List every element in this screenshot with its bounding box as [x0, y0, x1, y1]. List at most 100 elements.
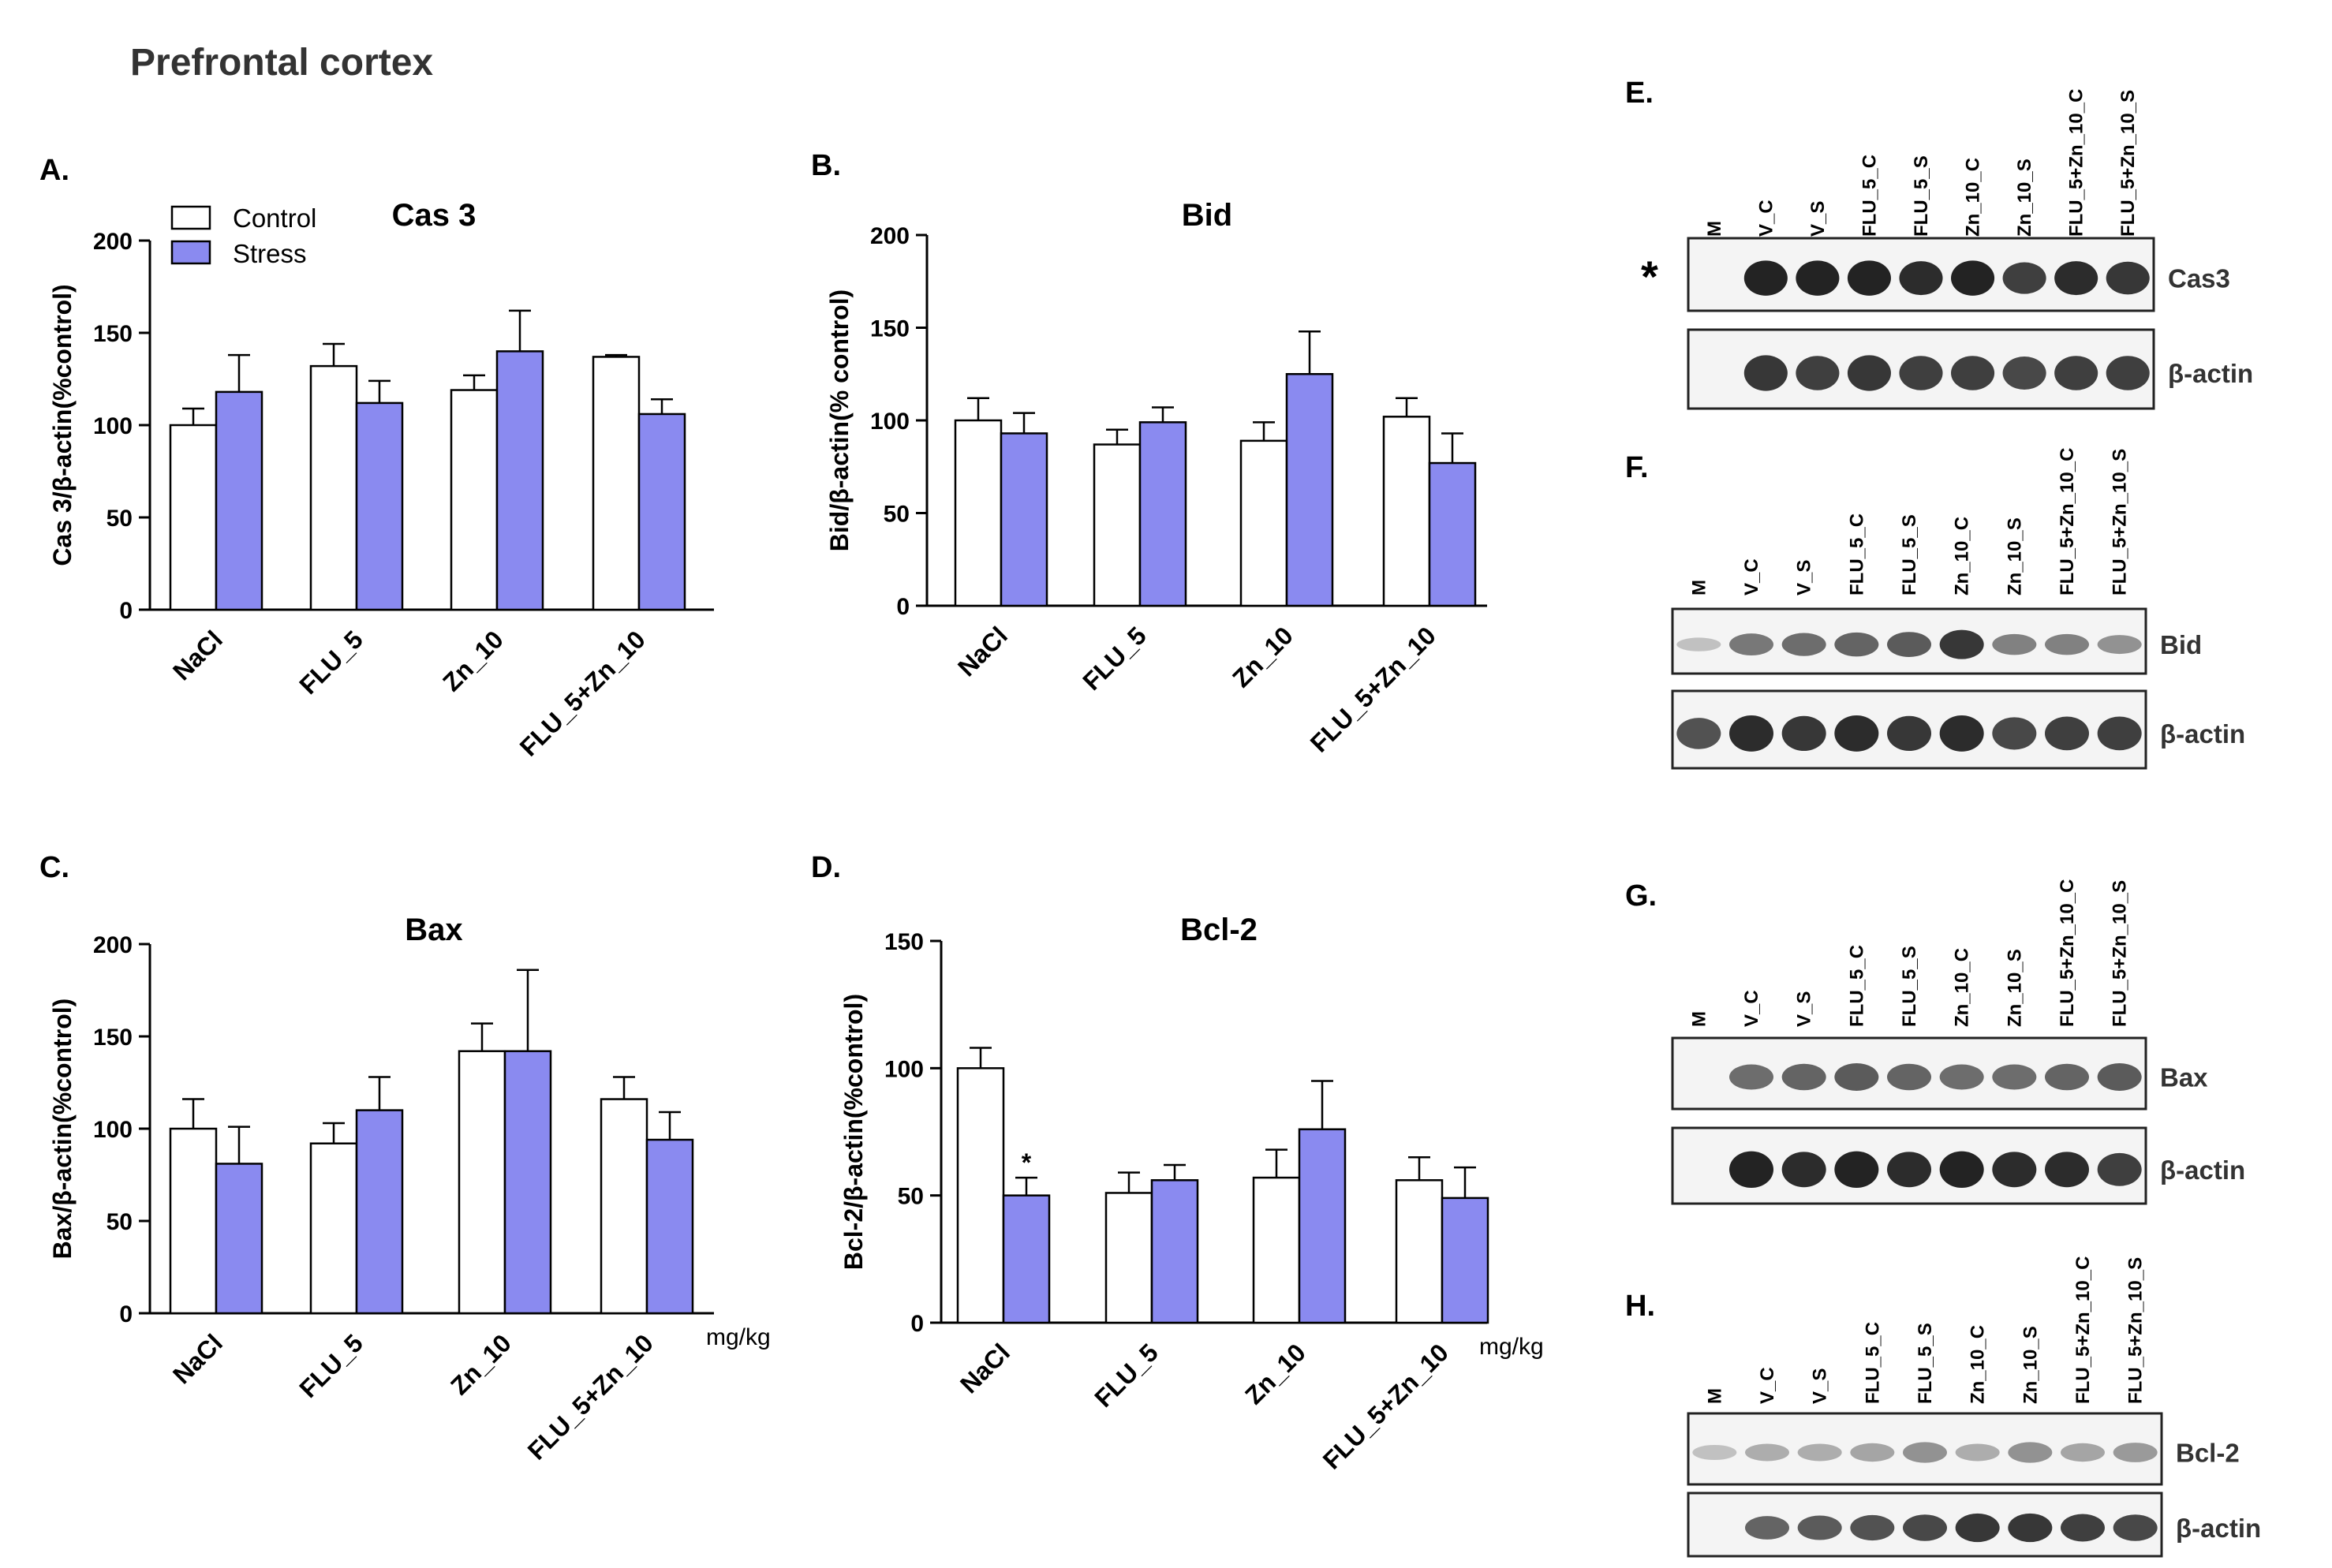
- blot-band-flu-5-zn-10-s: [2113, 1514, 2158, 1541]
- blot-strip-actin: β-actin: [1671, 1126, 2245, 1205]
- lane-label: FLU_5+Zn_10_S: [2110, 880, 2131, 1027]
- x-tick-label: NaCl: [952, 621, 1013, 681]
- x-tick-label: Zn_10: [437, 625, 509, 696]
- blot-band-zn-10-c: [1955, 1443, 2000, 1462]
- blot-panel-e: E. M V_C V_S FLU_5_C FLU_5_S Zn_10_C Zn_10_S FLU…: [1625, 77, 2253, 410]
- lane-label: M: [1704, 1388, 1725, 1404]
- unit-label: mg/kg: [1479, 1334, 1544, 1360]
- lane-label: FLU_5+Zn_10_C: [2066, 89, 2087, 237]
- blot-band-flu-5-c: [1834, 632, 1879, 657]
- bar-control-nacl: [956, 1067, 1005, 1324]
- chart-title: Bid: [1182, 198, 1232, 233]
- blot-band-flu-5-zn-10-c: [2054, 261, 2098, 296]
- blot-band-flu-5-s: [1887, 715, 1931, 752]
- figure-title: Prefrontal cortex: [130, 42, 433, 84]
- blot-band-flu-5-zn-10-c: [2061, 1514, 2105, 1542]
- blot-strip-actin: β-actin: [1671, 689, 2245, 770]
- blot-band-flu-5-zn-10-c: [2045, 633, 2089, 655]
- blot-label: Cas3: [2168, 264, 2230, 293]
- blot-strip-bax: Bax: [1671, 1036, 2208, 1111]
- blot-band-flu-5-s: [1899, 356, 1943, 390]
- y-tick-label: 50: [107, 506, 133, 532]
- bar-stress-nacl: [1002, 1194, 1051, 1324]
- lane-label: FLU_5_S: [1899, 946, 1920, 1027]
- lane-label: FLU_5_C: [1846, 945, 1867, 1027]
- blot-band-v-c: [1729, 1151, 1773, 1189]
- blot-band-v-s: [1781, 715, 1826, 752]
- x-tick-label: Zn_10: [1239, 1338, 1311, 1409]
- panel-label: C.: [39, 851, 69, 884]
- panel-label: E.: [1625, 77, 1654, 110]
- blot-band-flu-5-s: [1899, 261, 1943, 296]
- bar-stress-zn-10: [1285, 373, 1334, 607]
- blot-band-m: [1676, 637, 1721, 651]
- blot-band-flu-5-zn-10-s: [2097, 1063, 2142, 1091]
- panel-label: H.: [1625, 1290, 1655, 1323]
- lane-label: Zn_10_C: [1968, 1325, 1989, 1404]
- y-tick-label: 0: [910, 1311, 924, 1337]
- blot-band-flu-5-s: [1887, 1152, 1931, 1188]
- bar-control-nacl: [169, 424, 218, 611]
- blot-band-flu-5-s: [1903, 1514, 1947, 1541]
- blot-band-flu-5-c: [1847, 260, 1891, 296]
- blot-band-flu-5-zn-10-s: [2097, 635, 2142, 655]
- lane-label: Zn_10_S: [2014, 159, 2035, 237]
- blot-band-flu-5-zn-10-s: [2097, 1152, 2142, 1186]
- blot-band-zn-10-c: [1939, 629, 1984, 659]
- blot-band-flu-5-c: [1847, 355, 1891, 391]
- bar-control-nacl: [954, 419, 1003, 607]
- x-tick-label: NaCl: [167, 625, 228, 685]
- y-axis-label: Bcl-2/β-actin(%control): [839, 994, 868, 1270]
- y-tick-label: 50: [898, 1184, 924, 1210]
- blot-band-flu-5-s: [1887, 632, 1931, 658]
- bar-control-flu-5-zn-10: [600, 1098, 648, 1315]
- blot-label: Bid: [2160, 630, 2202, 659]
- y-axis-label: Bax/β-actin(%control): [48, 999, 77, 1260]
- blot-panel-f: F. M V_C V_S FLU_5_C FLU_5_S Zn_10_C Zn_10_S FLU…: [1625, 448, 2245, 770]
- bar-stress-flu-5-zn-10: [645, 1138, 694, 1315]
- x-tick-label: NaCl: [167, 1328, 228, 1389]
- blot-panel-g: G. M V_C V_S FLU_5_C FLU_5_S Zn_10_C Zn_10_S FLU…: [1625, 879, 2245, 1205]
- blot-strip-actin: β-actin: [1687, 1491, 2261, 1558]
- legend-label-control: Control: [233, 203, 316, 233]
- lane-label: V_C: [1755, 200, 1777, 237]
- lane-label: Zn_10_S: [2004, 949, 2025, 1027]
- blot-band-v-s: [1781, 633, 1826, 656]
- lane-label: M: [1688, 1011, 1710, 1027]
- significance-marker: *: [1022, 1148, 1032, 1177]
- blot-band-flu-5-c: [1850, 1514, 1895, 1541]
- chart-title: Cas 3: [392, 198, 476, 233]
- x-tick-label: FLU_5: [293, 625, 368, 700]
- lane-label: FLU_5_C: [1859, 155, 1880, 237]
- lane-label: FLU_5+Zn_10_C: [2057, 448, 2078, 595]
- chart-cas-3: A. Cas 3 0 50 100 150 200 Cas 3/β-actin(%contro…: [39, 154, 714, 762]
- chart-bcl-2: D. Bcl-2 0 50 100 150 Bcl-2/β-actin(%control) *…: [811, 851, 1544, 1475]
- x-tick-label: FLU_5+Zn_10: [1317, 1338, 1454, 1474]
- y-tick-label: 100: [884, 1056, 924, 1082]
- blot-band-v-c: [1729, 1064, 1773, 1090]
- bar-charts: A. Cas 3 0 50 100 150 200 Cas 3/β-actin(%contro…: [39, 149, 1544, 1475]
- blot-band-flu-5-zn-10-s: [2097, 716, 2142, 751]
- blot-band-v-c: [1729, 633, 1773, 656]
- blot-band-flu-5-zn-10-c: [2045, 716, 2089, 751]
- blot-band-zn-10-c: [1939, 1064, 1984, 1090]
- bar-stress-flu-5-zn-10: [1428, 461, 1477, 607]
- lane-label: FLU_5_S: [1899, 514, 1920, 595]
- blot-band-zn-10-c: [1951, 356, 1995, 390]
- lane-label: V_C: [1741, 558, 1762, 595]
- y-tick-label: 0: [119, 1301, 133, 1327]
- lane-label: V_S: [1794, 560, 1815, 595]
- bar-stress-flu-5-zn-10: [637, 413, 686, 611]
- blot-band-v-s: [1781, 1152, 1826, 1188]
- lane-label: FLU_5+Zn_10_S: [2117, 90, 2139, 237]
- x-tick-label: Zn_10: [1227, 621, 1299, 693]
- x-tick-label: FLU_5+Zn_10: [514, 625, 651, 761]
- blot-band-zn-10-s: [1992, 633, 2037, 655]
- legend-label-stress: Stress: [233, 239, 307, 268]
- blot-band-m: [1692, 1444, 1737, 1461]
- bar-control-zn-10: [458, 1050, 506, 1315]
- blot-band-flu-5-c: [1850, 1443, 1895, 1462]
- bar-stress-nacl: [215, 1163, 263, 1315]
- lane-label: Zn_10_S: [2020, 1326, 2041, 1404]
